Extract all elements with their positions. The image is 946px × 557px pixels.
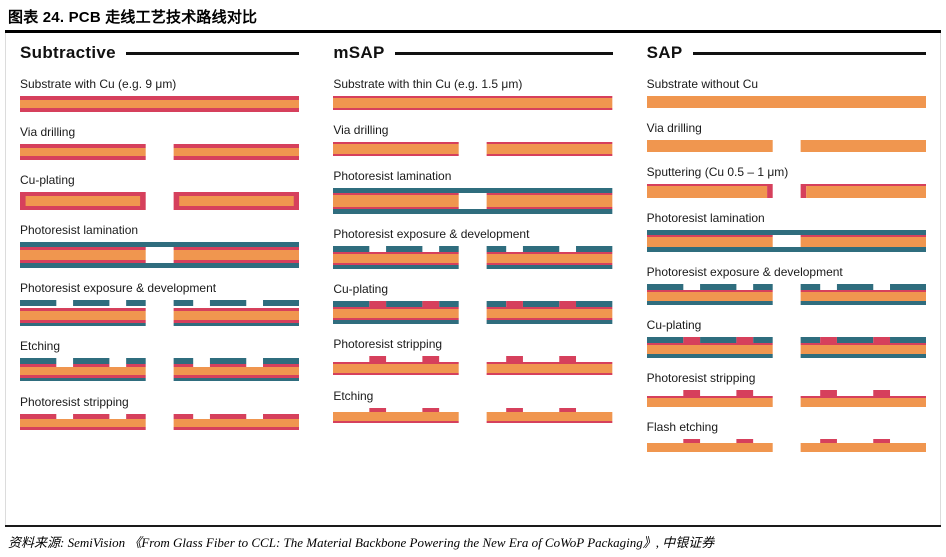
step-label: Cu-plating	[333, 282, 389, 296]
cross-section-figure	[646, 439, 926, 452]
process-step: Photoresist exposure & development	[333, 227, 613, 269]
step-label: Cu-plating	[646, 318, 702, 332]
process-step: Photoresist exposure & development	[20, 281, 300, 326]
step-label: Substrate without Cu	[646, 77, 759, 91]
cross-section-figure	[333, 246, 613, 269]
cross-section-figure	[20, 358, 300, 381]
step-label: Photoresist lamination	[646, 211, 765, 225]
process-step: Photoresist lamination	[646, 211, 926, 252]
step-label: Photoresist stripping	[20, 395, 129, 409]
step-label: Etching	[333, 389, 374, 403]
cross-section-figure	[646, 96, 926, 108]
cross-section-figure	[646, 184, 926, 198]
process-step: Photoresist lamination	[20, 223, 300, 268]
process-step: Photoresist stripping	[646, 371, 926, 407]
process-step: Cu-plating	[646, 318, 926, 358]
source-citation: 资料来源: SemiVision 《From Glass Fiber to CC…	[8, 535, 715, 550]
cross-section-figure	[646, 140, 926, 152]
process-step: Flash etching	[646, 420, 926, 452]
process-step: Photoresist stripping	[20, 395, 300, 430]
cross-section-figure	[646, 230, 926, 252]
column-header: Subtractive	[20, 43, 300, 63]
cross-section-figure	[646, 390, 926, 407]
step-label: Etching	[20, 339, 61, 353]
diagram-area: Subtractive Substrate with Cu (e.g. 9 μm)…	[5, 33, 941, 525]
step-label: Photoresist stripping	[333, 337, 443, 351]
column-header-rule	[394, 51, 613, 55]
step-label: Cu-plating	[20, 173, 75, 187]
process-column-sap: SAP Substrate without Cu Via drilling Sputt…	[646, 43, 926, 465]
process-columns: Subtractive Substrate with Cu (e.g. 9 μm)…	[20, 43, 926, 465]
process-step: Via drilling	[333, 123, 613, 156]
step-label: Via drilling	[333, 123, 389, 137]
column-header-rule	[125, 51, 300, 55]
process-step: Photoresist exposure & development	[646, 265, 926, 305]
figure-title: 图表 24. PCB 走线工艺技术路线对比	[8, 9, 258, 26]
process-column-msap: mSAP Substrate with thin Cu (e.g. 1.5 μm)…	[333, 43, 613, 465]
cross-section-figure	[20, 144, 300, 160]
cross-section-figure	[646, 337, 926, 358]
process-step: Etching	[333, 389, 613, 424]
step-label: Photoresist exposure & development	[646, 265, 843, 279]
process-step: Etching	[20, 339, 300, 382]
column-title: SAP	[646, 43, 683, 62]
cross-section-figure	[333, 142, 613, 156]
step-label: Via drilling	[20, 125, 76, 139]
column-title: mSAP	[333, 43, 385, 62]
cross-section-figure	[333, 96, 613, 110]
cross-section-figure	[20, 300, 300, 326]
process-step: Sputtering (Cu 0.5 – 1 μm)	[646, 165, 926, 198]
process-step: Cu-plating	[20, 173, 300, 210]
process-step: Via drilling	[646, 121, 926, 152]
process-step: Via drilling	[20, 125, 300, 160]
step-label: Photoresist stripping	[646, 371, 756, 385]
cross-section-figure	[333, 301, 613, 324]
column-header: mSAP	[333, 43, 613, 63]
step-label: Photoresist exposure & development	[20, 281, 217, 295]
process-step: Substrate with Cu (e.g. 9 μm)	[20, 77, 300, 112]
process-step: Substrate without Cu	[646, 77, 926, 108]
step-label: Via drilling	[646, 121, 702, 135]
step-label: Photoresist lamination	[20, 223, 139, 237]
figure-bottom-rule	[5, 525, 941, 527]
step-label: Substrate with thin Cu (e.g. 1.5 μm)	[333, 77, 523, 91]
column-header: SAP	[647, 43, 926, 63]
process-step: Photoresist lamination	[333, 169, 613, 214]
cross-section-figure	[333, 188, 613, 214]
cross-section-figure	[333, 356, 613, 375]
cross-section-figure	[20, 242, 300, 268]
cross-section-figure	[20, 414, 300, 430]
step-label: Substrate with Cu (e.g. 9 μm)	[20, 77, 177, 91]
cross-section-figure	[20, 192, 300, 210]
process-step: Substrate with thin Cu (e.g. 1.5 μm)	[333, 77, 613, 110]
cross-section-figure	[646, 284, 926, 305]
column-header-rule	[692, 51, 926, 55]
process-step: Cu-plating	[333, 282, 613, 324]
process-column-subtractive: Subtractive Substrate with Cu (e.g. 9 μm)…	[20, 43, 300, 465]
cross-section-figure	[20, 96, 300, 112]
title-underline	[5, 30, 941, 33]
cross-section-figure	[333, 408, 613, 423]
step-label: Flash etching	[646, 420, 719, 434]
column-title: Subtractive	[20, 43, 116, 62]
step-label: Photoresist lamination	[333, 169, 452, 183]
step-label: Photoresist exposure & development	[333, 227, 530, 241]
process-step: Photoresist stripping	[333, 337, 613, 376]
step-label: Sputtering (Cu 0.5 – 1 μm)	[646, 165, 789, 179]
